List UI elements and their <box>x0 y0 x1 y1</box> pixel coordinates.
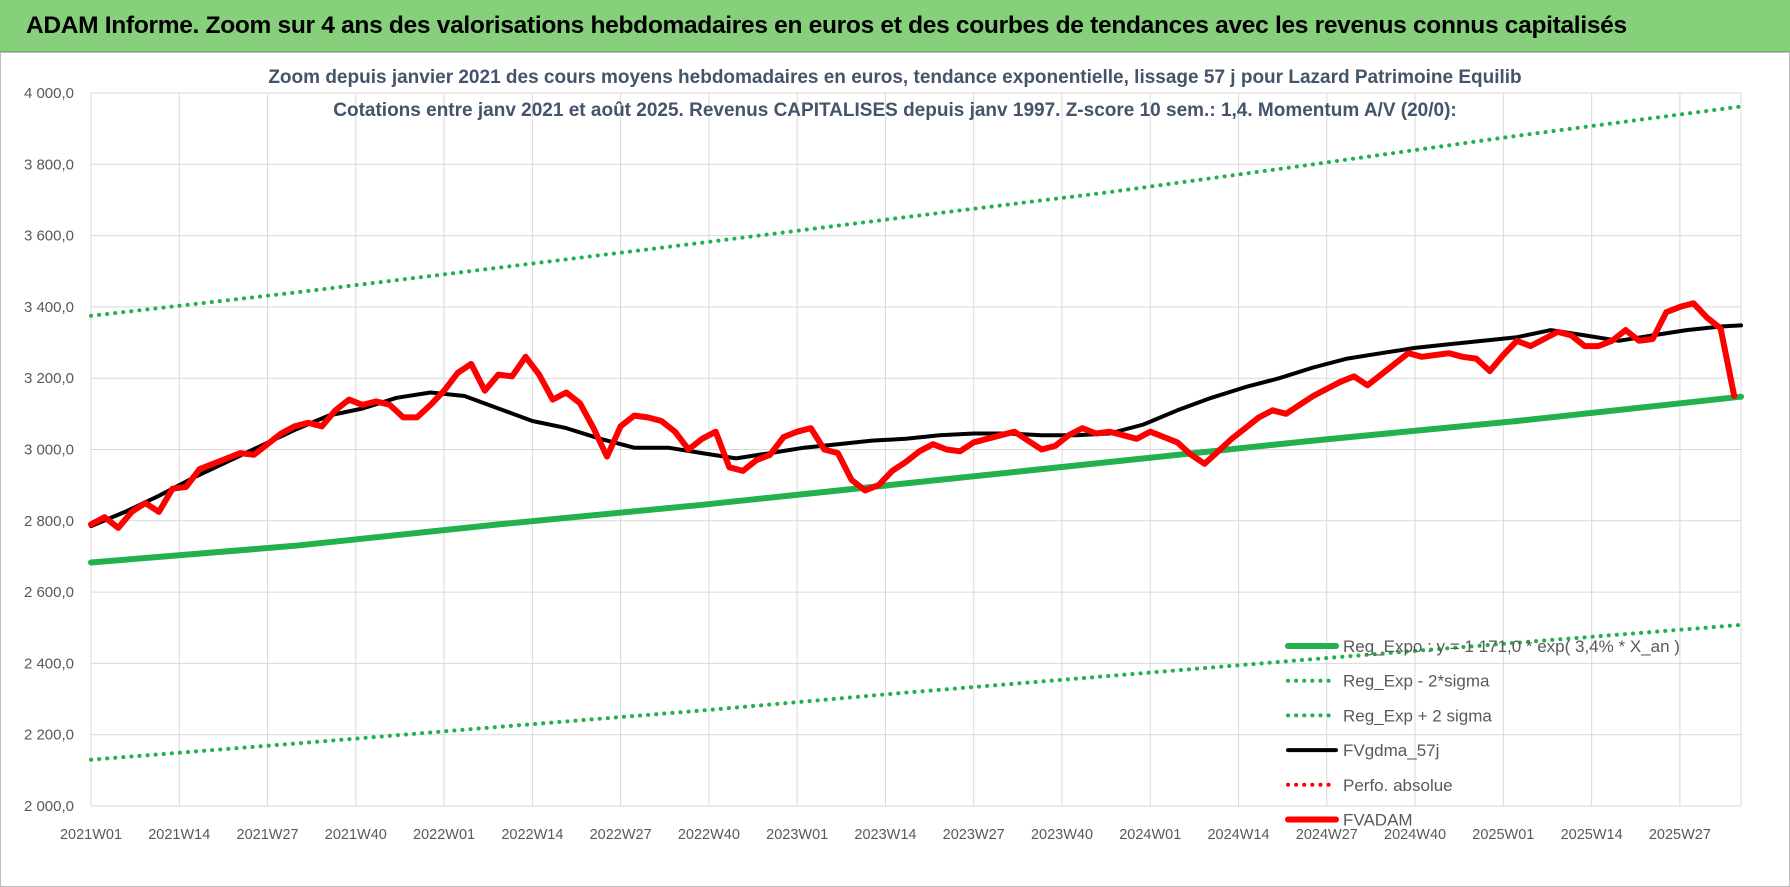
legend-fvgdma-label: FVgdma_57j <box>1343 741 1439 760</box>
x-tick-label: 2022W14 <box>501 827 563 843</box>
chart-frame: 4 000,0 3 800,0 3 600,0 3 400,0 3 200,0 3 000… <box>0 52 1790 887</box>
reg-exp-plus-2sigma-line <box>89 104 1743 318</box>
legend-reg-exp-minus-label: Reg_Exp - 2*sigma <box>1343 672 1490 691</box>
y-tick-label: 4 000,0 <box>24 85 74 102</box>
x-tick-label: 2024W40 <box>1384 827 1446 843</box>
x-tick-label: 2023W40 <box>1031 827 1093 843</box>
y-tick-label: 2 400,0 <box>24 655 74 672</box>
x-tick-label: 2024W14 <box>1207 827 1269 843</box>
y-tick-label: 2 200,0 <box>24 727 74 744</box>
x-tick-label: 2021W27 <box>237 827 299 843</box>
reg-expo-line <box>88 393 1744 566</box>
x-tick-label: 2023W01 <box>766 827 828 843</box>
fvgdma-57j-line <box>89 323 1743 529</box>
gridlines <box>90 92 1742 807</box>
x-tick-label: 2021W14 <box>148 827 210 843</box>
y-tick-label: 3 000,0 <box>24 442 74 459</box>
y-tick-label: 2 600,0 <box>24 584 74 601</box>
reg-exp-minus-2sigma-line <box>89 622 1743 762</box>
x-tick-label: 2025W01 <box>1472 827 1534 843</box>
x-tick-label: 2021W01 <box>60 827 122 843</box>
legend-fvadam-label: FVADAM <box>1343 811 1413 830</box>
x-tick-label: 2023W27 <box>943 827 1005 843</box>
y-tick-label: 3 200,0 <box>24 370 74 387</box>
report-banner: ADAM Informe. Zoom sur 4 ans des valoris… <box>0 0 1790 52</box>
legend: Reg_Expo : y = 1 171,0 * exp( 3,4% * X_a… <box>1285 637 1680 830</box>
fvadam-line <box>88 300 1738 531</box>
x-tick-label: 2024W01 <box>1119 827 1181 843</box>
legend-reg-expo-label: Reg_Expo : y = 1 171,0 * exp( 3,4% * X_a… <box>1343 637 1680 656</box>
weekly-valuation-chart: 4 000,0 3 800,0 3 600,0 3 400,0 3 200,0 3 000… <box>24 67 1744 843</box>
chart-title-line-1: Zoom depuis janvier 2021 des cours moyen… <box>268 67 1521 88</box>
y-tick-label: 3 800,0 <box>24 156 74 173</box>
report-title: ADAM Informe. Zoom sur 4 ans des valoris… <box>26 11 1627 39</box>
x-tick-label: 2022W01 <box>413 827 475 843</box>
chart-title-line-2: Cotations entre janv 2021 et août 2025. … <box>333 100 1456 121</box>
legend-perfo-label: Perfo. absolue <box>1343 776 1453 795</box>
legend-reg-exp-plus-label: Reg_Exp + 2 sigma <box>1343 706 1492 725</box>
axis-labels: 4 000,0 3 800,0 3 600,0 3 400,0 3 200,0 3 000… <box>24 85 1711 843</box>
x-tick-label: 2024W27 <box>1296 827 1358 843</box>
x-tick-label: 2025W14 <box>1561 827 1623 843</box>
y-tick-label: 3 600,0 <box>24 228 74 245</box>
x-tick-label: 2022W27 <box>590 827 652 843</box>
series-lines <box>88 104 1744 762</box>
y-tick-label: 2 800,0 <box>24 513 74 530</box>
x-tick-label: 2021W40 <box>325 827 387 843</box>
y-tick-label: 2 000,0 <box>24 798 74 815</box>
y-tick-label: 3 400,0 <box>24 299 74 316</box>
x-tick-label: 2022W40 <box>678 827 740 843</box>
x-tick-label: 2023W14 <box>854 827 916 843</box>
x-tick-label: 2025W27 <box>1649 827 1711 843</box>
